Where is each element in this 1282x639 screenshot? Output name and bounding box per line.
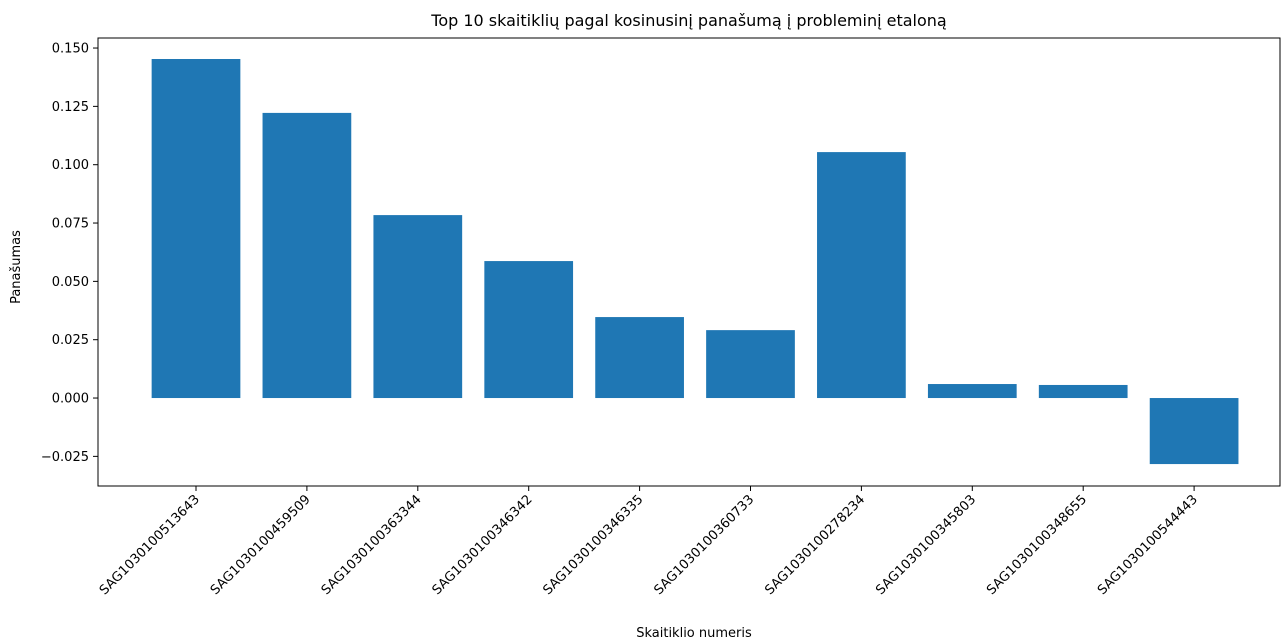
x-tick-label: SAG1030100459509 bbox=[208, 492, 314, 598]
bar bbox=[706, 330, 795, 399]
bar bbox=[484, 261, 574, 399]
chart-title: Top 10 skaitiklių pagal kosinusinį panaš… bbox=[430, 11, 946, 30]
y-tick-label: −0.025 bbox=[41, 450, 89, 465]
y-axis-label: Panašumas bbox=[9, 230, 24, 304]
y-tick-label: 0.050 bbox=[52, 275, 89, 290]
bar bbox=[1038, 384, 1128, 399]
axes-frame bbox=[97, 37, 1281, 487]
x-tick-label: SAG1030100360733 bbox=[651, 492, 757, 598]
bar bbox=[927, 384, 1017, 399]
y-tick-label: 0.150 bbox=[52, 42, 89, 57]
x-axis-label: Skaitiklio numeris bbox=[636, 626, 752, 639]
bar bbox=[1149, 398, 1239, 465]
x-tick-label: SAG1030100345803 bbox=[873, 492, 979, 598]
x-tick-label: SAG1030100278234 bbox=[762, 492, 868, 598]
x-tick-label: SAG1030100346335 bbox=[541, 492, 647, 598]
y-tick-label: 0.000 bbox=[52, 392, 89, 407]
bar bbox=[262, 112, 352, 399]
x-tick-label: SAG1030100544443 bbox=[1095, 492, 1201, 598]
y-tick-label: 0.075 bbox=[52, 217, 89, 232]
x-tick-label: SAG1030100348655 bbox=[984, 492, 1090, 598]
bar bbox=[595, 317, 684, 399]
x-tick-label: SAG1030100363344 bbox=[319, 492, 425, 598]
bar bbox=[373, 215, 463, 399]
bar bbox=[151, 59, 241, 399]
y-tick-label: 0.025 bbox=[52, 333, 89, 348]
y-tick-label: 0.100 bbox=[52, 158, 89, 173]
x-tick-label: SAG1030100346342 bbox=[430, 492, 536, 598]
y-tick-label: 0.125 bbox=[52, 100, 89, 115]
bar bbox=[817, 152, 906, 399]
x-tick-label: SAG103010051364З bbox=[97, 492, 203, 598]
